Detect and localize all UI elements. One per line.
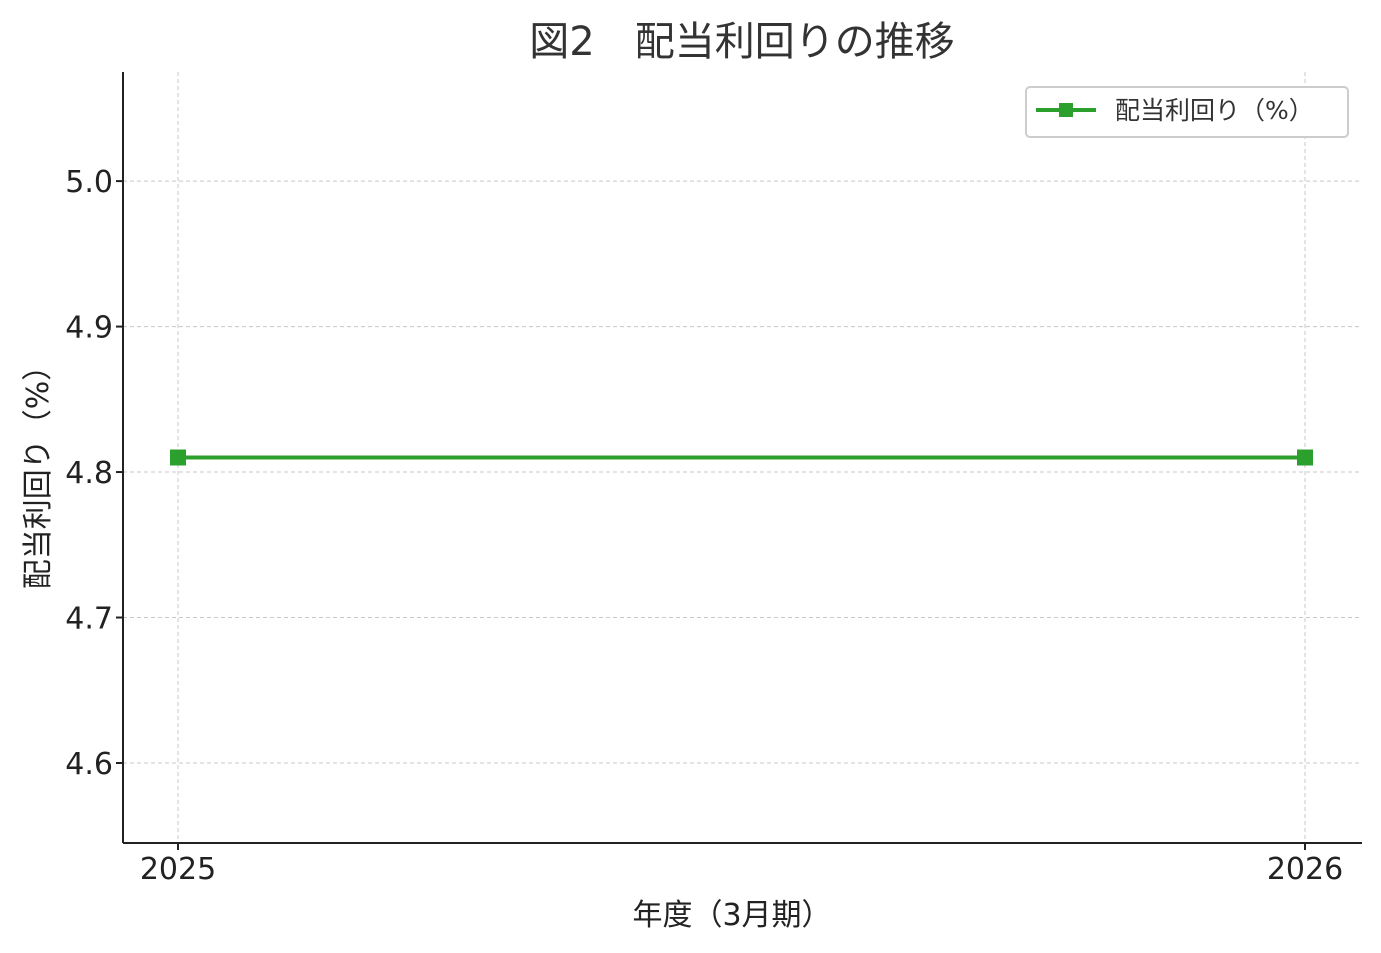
y-tick-label: 4.7	[65, 602, 113, 637]
legend-label: 配当利回り（%）	[1115, 96, 1314, 125]
data-point-marker	[170, 449, 186, 466]
legend: 配当利回り（%）	[1025, 86, 1349, 138]
y-tick-label: 4.9	[65, 311, 113, 346]
y-axis-label: 配当利回り（%）	[21, 351, 56, 590]
data-point-marker	[1297, 449, 1313, 466]
legend-marker-swatch	[1059, 103, 1073, 117]
y-tick-label: 4.6	[65, 747, 113, 782]
y-tick-label: 5.0	[65, 165, 113, 200]
series-layer	[170, 449, 1313, 466]
x-ticks: 2025 2026	[140, 843, 1343, 887]
x-axis-label: 年度（3月期）	[632, 898, 831, 933]
chart-title: 図2 配当利回りの推移	[529, 19, 954, 65]
y-ticks: 4.6 4.7 4.8 4.9 5.0	[65, 165, 123, 782]
x-tick-label: 2026	[1267, 852, 1343, 887]
y-tick-label: 4.8	[65, 456, 113, 491]
x-tick-label: 2025	[140, 852, 216, 887]
legend-box	[1025, 86, 1349, 138]
